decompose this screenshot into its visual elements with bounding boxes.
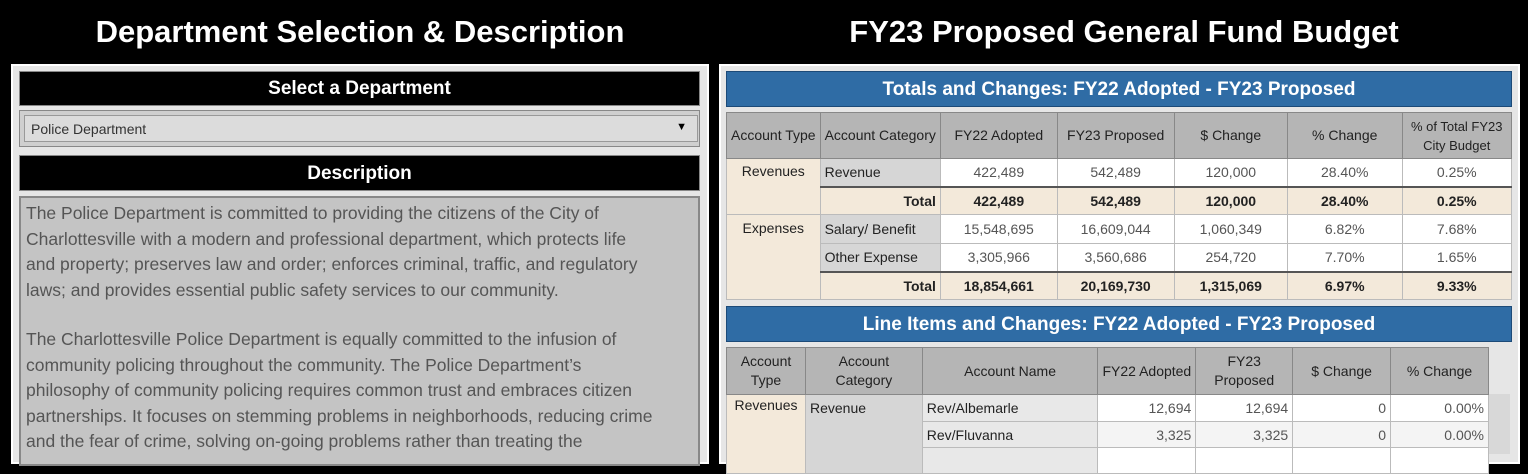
cell: 542,489 <box>1056 158 1175 187</box>
cell: 1,060,349 <box>1173 214 1288 244</box>
table-row: Revenues Revenue 422,489 542,489 120,000 28.4… <box>726 158 1512 215</box>
account-type: Revenues <box>726 158 821 215</box>
description-header: Description <box>19 155 700 191</box>
table-row: Revenues Revenue Rev/Albemarle 12,694 12,694… <box>726 394 1489 474</box>
table-row: Other Expense 3,305,966 3,560,686 254,720 7.… <box>727 243 1512 272</box>
total-label: Total <box>819 185 941 215</box>
table-row: Expenses Salary/ Benefit 15,548,695 16,609,… <box>726 214 1512 300</box>
line-items-header: Line Items and Changes: FY22 Adopted - F… <box>726 306 1512 342</box>
account-category: Salary/ Benefit <box>819 214 941 244</box>
select-department-header: Select a Department <box>19 71 700 106</box>
col-header: Account Type <box>726 347 806 395</box>
cell: 6.97% <box>1286 270 1403 300</box>
account-category: Other Expense <box>819 243 941 272</box>
totals-table: Account Type Account Category FY22 Adopted… <box>726 112 1512 300</box>
account-category: Revenue <box>804 394 923 474</box>
cell: 18,854,661 <box>939 270 1058 300</box>
cell: 254,720 <box>1173 243 1288 272</box>
scrollbar[interactable] <box>1489 394 1510 454</box>
cell: 7.70% <box>1286 243 1403 272</box>
cell: 7.68% <box>1401 214 1512 244</box>
col-header: % Change <box>1286 112 1403 159</box>
total-label: Total <box>819 270 941 300</box>
cell: 28.40% <box>1286 185 1403 215</box>
account-name: Rev/Fluvanna <box>921 421 1099 448</box>
cell: 0 <box>1292 394 1392 422</box>
col-header: FY22 Adopted <box>1097 347 1197 395</box>
cell: 542,489 <box>1056 185 1175 215</box>
col-header: Account Category <box>819 112 941 159</box>
col-header: Account Type <box>726 112 821 159</box>
cell: 15,548,695 <box>939 214 1058 244</box>
cell: 1,315,069 <box>1173 270 1288 300</box>
cell: 3,325 <box>1195 421 1294 448</box>
line-items-table: Account Type Account Category Account Name… <box>726 347 1489 474</box>
cell: 1.65% <box>1401 243 1512 272</box>
account-name: Rev/Albemarle <box>921 394 1099 422</box>
account-type: Expenses <box>726 214 821 300</box>
description-text[interactable]: The Police Department is committed to pr… <box>19 196 700 466</box>
cell: 28.40% <box>1286 158 1403 187</box>
col-header: Account Name <box>921 347 1099 395</box>
cell: 3,560,686 <box>1056 243 1175 272</box>
cell: 422,489 <box>939 185 1058 215</box>
cell: 0 <box>1292 421 1392 448</box>
cell: 422,489 <box>939 158 1058 187</box>
cell: 6.82% <box>1286 214 1403 244</box>
account-category: Revenue <box>819 158 941 187</box>
account-type: Revenues <box>726 394 806 474</box>
department-dropdown[interactable]: Police Department ▼ <box>24 115 698 142</box>
cell: 120,000 <box>1173 158 1288 187</box>
col-header: FY23 Proposed <box>1056 112 1175 159</box>
col-header: $ Change <box>1173 112 1288 159</box>
cell: 3,305,966 <box>939 243 1058 272</box>
cell: 0.25% <box>1401 158 1512 187</box>
dropdown-value: Police Department <box>31 121 147 137</box>
cell: 12,694 <box>1097 394 1197 422</box>
right-title: FY23 Proposed General Fund Budget <box>849 14 1399 49</box>
cell: 0.00% <box>1390 421 1489 448</box>
col-header: Account Category <box>804 347 923 395</box>
col-header: $ Change <box>1292 347 1392 395</box>
cell: 0.25% <box>1401 185 1512 215</box>
total-row: Total 18,854,661 20,169,730 1,315,069 6.97% 9… <box>727 270 1512 300</box>
totals-header: Totals and Changes: FY22 Adopted - FY23 … <box>726 71 1512 107</box>
cell: 0.00% <box>1390 394 1489 422</box>
cell: 9.33% <box>1401 270 1512 300</box>
col-header: % of Total FY23 City Budget <box>1401 112 1512 159</box>
col-header: FY23 Proposed <box>1195 347 1294 395</box>
total-row: Total 422,489 542,489 120,000 28.40% 0.25% <box>727 185 1512 215</box>
col-header: FY22 Adopted <box>939 112 1058 159</box>
cell: 20,169,730 <box>1056 270 1175 300</box>
cell: 12,694 <box>1195 394 1294 422</box>
chevron-down-icon: ▼ <box>676 121 687 133</box>
cell: 3,325 <box>1097 421 1197 448</box>
left-title: Department Selection & Description <box>95 14 625 49</box>
cell: 16,609,044 <box>1056 214 1175 244</box>
cell: 120,000 <box>1173 185 1288 215</box>
col-header: % Change <box>1390 347 1489 395</box>
